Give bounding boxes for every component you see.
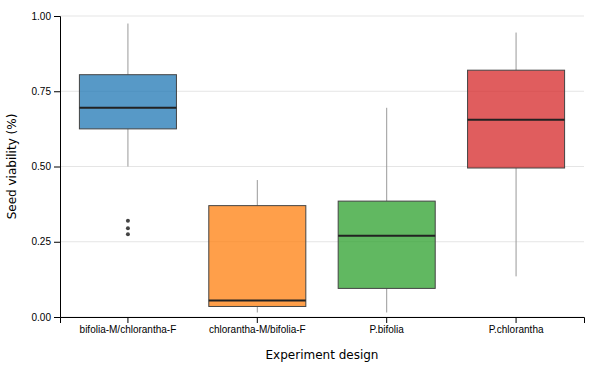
chart: 0.00 0.25 0.50 0.75 1.00 bifolia-M/chlorantha…: [0, 0, 600, 371]
whisker-low: [127, 129, 128, 167]
box-group: [209, 180, 306, 312]
grid: [60, 16, 584, 317]
box: [209, 206, 306, 307]
whisker-high: [127, 24, 128, 75]
x-axis-title: Experiment design: [266, 348, 379, 362]
box-group: [79, 24, 176, 237]
box: [338, 201, 435, 288]
median: [209, 299, 306, 301]
y-tick-mark: [54, 16, 60, 17]
y-tick-label: 0.50: [32, 161, 52, 172]
x-tick-label: P.bifolia: [370, 324, 405, 335]
flier: [126, 219, 130, 223]
y-tick-label: 0.25: [32, 236, 52, 247]
y-axis-line: [54, 17, 61, 318]
y-tick-mark: [54, 91, 60, 92]
x-axis-line: [61, 318, 585, 324]
y-tick: 0.50: [32, 161, 60, 172]
box: [468, 70, 565, 168]
y-tick-mark: [54, 167, 60, 168]
y-tick-label: 0.00: [32, 312, 52, 323]
median: [79, 107, 176, 109]
x-tick-mark: [257, 317, 258, 323]
whisker-low: [516, 168, 517, 276]
x-tick-label: chlorantha-M/bifolia-F: [209, 324, 306, 335]
x-tick: bifolia-M/chlorantha-F: [80, 317, 177, 335]
median: [468, 119, 565, 121]
y-tick-label: 0.75: [32, 86, 52, 97]
y-tick-label: 1.00: [32, 11, 52, 22]
x-tick-mark: [386, 317, 387, 323]
plot: 0.00 0.25 0.50 0.75 1.00 bifolia-M/chlorantha…: [32, 11, 585, 335]
x-tick-mark: [127, 317, 128, 323]
y-axis-title: Seed viability (%): [5, 114, 19, 220]
grid-line: [60, 16, 584, 17]
y-tick-mark: [54, 242, 60, 243]
x-tick-mark: [516, 317, 517, 323]
y-axis: 0.00 0.25 0.50 0.75 1.00: [32, 11, 61, 323]
x-tick-label: P.chlorantha: [489, 324, 544, 335]
y-tick-mark: [54, 317, 60, 318]
boxes: [79, 24, 564, 313]
whisker-low: [257, 306, 258, 312]
grid-line: [60, 241, 584, 242]
flier: [126, 226, 130, 230]
flier: [126, 232, 130, 236]
whisker-high: [386, 108, 387, 201]
x-tick: P.bifolia: [370, 317, 405, 335]
whisker-low: [386, 288, 387, 312]
x-tick: P.chlorantha: [489, 317, 544, 335]
y-tick: 0.25: [32, 236, 60, 247]
whisker-high: [516, 33, 517, 71]
box-group: [338, 108, 435, 313]
x-tick: chlorantha-M/bifolia-F: [209, 317, 306, 335]
y-tick: 0.75: [32, 86, 60, 97]
whisker-high: [257, 180, 258, 206]
y-tick: 0.00: [32, 312, 60, 323]
y-tick: 1.00: [32, 11, 60, 22]
box: [79, 75, 176, 129]
box-group: [468, 33, 565, 277]
median: [338, 235, 435, 237]
x-axis: bifolia-M/chlorantha-F chlorantha-M/bifol…: [61, 317, 585, 335]
x-tick-label: bifolia-M/chlorantha-F: [80, 324, 177, 335]
